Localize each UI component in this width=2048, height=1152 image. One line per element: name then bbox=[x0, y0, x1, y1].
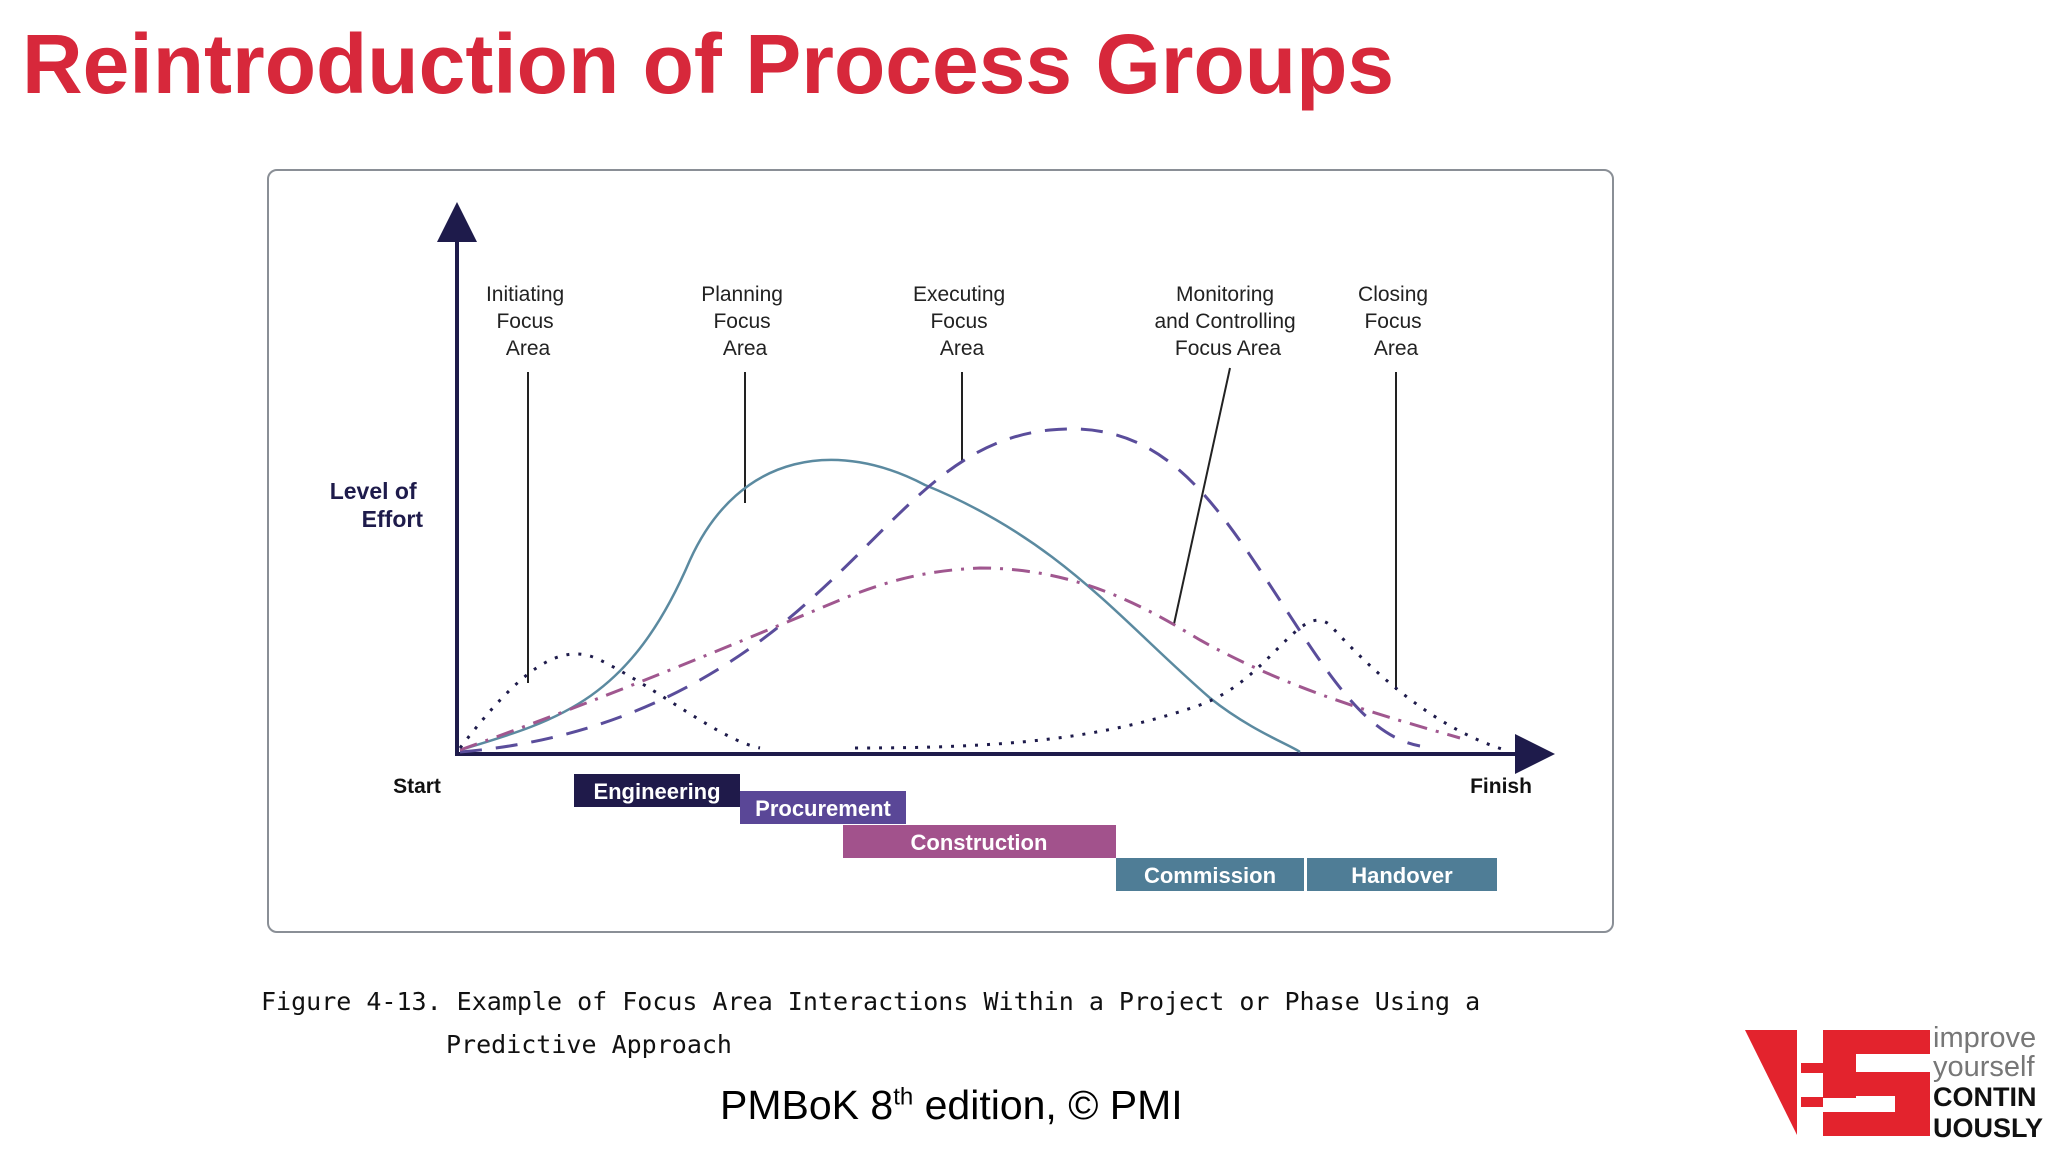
logo-text-yourself: yourself bbox=[1933, 1051, 2035, 1083]
monitoring-label: Monitoring and Controlling Focus Area bbox=[1154, 283, 1301, 360]
commission-label: Commission bbox=[1144, 863, 1276, 888]
commission-bar bbox=[1116, 858, 1304, 891]
construction-bar bbox=[843, 825, 1116, 858]
finish-label: Finish bbox=[1470, 775, 1532, 798]
logo-red-triangle bbox=[1745, 1030, 1797, 1135]
engineering-label: Engineering bbox=[593, 779, 720, 804]
initiating-label: Initiating Focus Area bbox=[486, 283, 570, 360]
figure-frame bbox=[267, 169, 1614, 933]
source-text: PMBoK 8 bbox=[720, 1082, 894, 1128]
figure-caption-line2: Predictive Approach bbox=[446, 1030, 732, 1059]
source-superscript: th bbox=[893, 1083, 914, 1111]
construction-label: Construction bbox=[911, 830, 1048, 855]
start-label: Start bbox=[393, 775, 441, 798]
logo-block-right bbox=[1895, 1096, 1930, 1116]
logo-text-uously: UOUSLY bbox=[1933, 1113, 2044, 1143]
engineering-bar bbox=[574, 774, 740, 807]
executing-curve bbox=[459, 427, 1421, 754]
handover-bar bbox=[1307, 858, 1497, 891]
logo-text-improve: improve bbox=[1933, 1022, 2037, 1054]
logo-bar-top bbox=[1823, 1030, 1930, 1054]
figure-caption-line1: Figure 4-13. Example of Focus Area Inter… bbox=[261, 987, 1481, 1016]
company-logo bbox=[1745, 1030, 1930, 1136]
monitoring-curve bbox=[459, 566, 1461, 752]
slide-title: Reintroduction of Process Groups bbox=[22, 17, 1395, 111]
logo-bar-mid bbox=[1823, 1072, 1930, 1096]
planning-curve bbox=[459, 458, 1301, 754]
closing-label: Closing Focus Area bbox=[1358, 283, 1434, 360]
y-axis-label: Level of Effort bbox=[330, 478, 424, 532]
procurement-bar bbox=[740, 791, 906, 824]
procurement-label: Procurement bbox=[755, 796, 891, 821]
logo-notch-a bbox=[1801, 1063, 1823, 1073]
source-text-rest: edition, © PMI bbox=[913, 1082, 1183, 1128]
y-axis-label-line2: Effort bbox=[362, 506, 424, 532]
planning-label: Planning Focus Area bbox=[701, 283, 789, 360]
handover-label: Handover bbox=[1351, 863, 1453, 888]
monitoring-leader bbox=[1173, 367, 1231, 625]
source-note: PMBoK 8th edition, © PMI bbox=[720, 1082, 1183, 1129]
logo-text-contin: CONTIN bbox=[1933, 1082, 2037, 1112]
closing-curve bbox=[854, 618, 1506, 752]
y-axis-label-line1: Level of bbox=[330, 478, 417, 504]
logo-notch-b bbox=[1801, 1097, 1823, 1107]
logo-bar-bottom bbox=[1823, 1112, 1930, 1136]
executing-label: Executing Focus Area bbox=[913, 283, 1011, 360]
